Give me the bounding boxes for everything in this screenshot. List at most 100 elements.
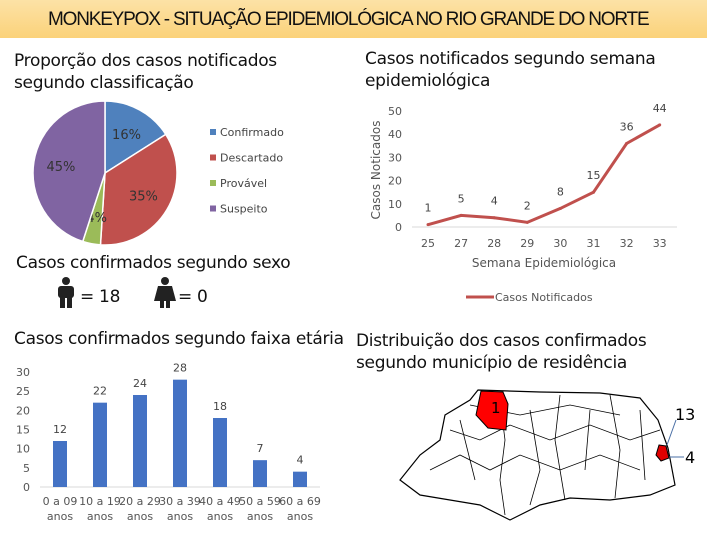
x-tick-label: 50 a 59 <box>239 495 281 508</box>
legend-swatch <box>210 205 216 212</box>
line-title: Casos notificados segundo semana epidemio… <box>365 48 656 92</box>
line-point <box>525 220 529 224</box>
x-tick-label: anos <box>207 510 233 523</box>
bar <box>253 460 267 487</box>
map-title-line1: Distribuição dos casos confirmados <box>356 331 647 351</box>
line-data-label: 5 <box>458 192 465 205</box>
bar-data-label: 18 <box>213 400 227 413</box>
bar-data-label: 12 <box>53 423 67 436</box>
y-tick-label: 40 <box>388 128 402 141</box>
x-tick-label: 40 a 49 <box>199 495 241 508</box>
map-title-line2: segundo município de residência <box>356 353 627 373</box>
bar <box>133 395 147 487</box>
x-tick-label: 27 <box>454 237 468 250</box>
bar <box>93 402 107 487</box>
x-tick-label: 33 <box>653 237 667 250</box>
male-icon <box>58 277 74 308</box>
x-tick-label: anos <box>87 510 113 523</box>
bar-data-label: 7 <box>257 442 264 455</box>
pie-slice-confirmado <box>104 100 167 175</box>
line-data-label: 1 <box>425 202 432 215</box>
bar-data-label: 4 <box>297 454 304 467</box>
bar-title: Casos confirmados segundo faixa etária <box>14 329 344 349</box>
bar <box>293 471 307 487</box>
header-banner: MONKEYPOX - SITUAÇÃO EPIDEMIOLÓGICA NO R… <box>0 0 707 38</box>
map-label-13: 13 <box>675 405 695 424</box>
x-tick-label: anos <box>47 510 73 523</box>
line-point <box>459 213 463 217</box>
line-title-line2: epidemiológica <box>365 71 491 91</box>
line-point <box>558 206 562 210</box>
bar <box>173 379 187 487</box>
legend-label: Casos Notificados <box>495 291 593 304</box>
line-point <box>492 216 496 220</box>
y-tick-label: 20 <box>388 175 402 188</box>
bar-data-label: 24 <box>133 377 147 390</box>
x-tick-label: 25 <box>421 237 435 250</box>
line-data-label: 36 <box>620 120 634 133</box>
legend-label-provável: Provável <box>220 177 267 190</box>
pie-slice-suspeito <box>32 100 106 243</box>
line-point <box>426 223 430 227</box>
y-tick-label: 10 <box>388 198 402 211</box>
x-tick-label: anos <box>287 510 313 523</box>
x-tick-label: anos <box>127 510 153 523</box>
x-tick-label: anos <box>167 510 193 523</box>
pie-data-label: 45% <box>46 160 75 175</box>
y-tick-label: 0 <box>395 221 402 234</box>
line-series <box>427 123 661 227</box>
x-tick-label: 60 a 69 <box>279 495 321 508</box>
line-data-label: 8 <box>557 185 564 198</box>
map-label-1: 1 <box>491 399 501 417</box>
y-tick-label: 25 <box>16 385 30 398</box>
legend-label-descartado: Descartado <box>220 152 283 165</box>
line-point <box>592 190 595 194</box>
pie-data-label: 35% <box>129 190 158 205</box>
map-title: Distribuição dos casos confirmados segund… <box>356 330 647 374</box>
rn-municipality-map: 1 13 4 <box>399 389 695 521</box>
y-tick-label: 30 <box>388 151 402 164</box>
line-data-label: 15 <box>587 169 601 182</box>
map-region-natal <box>655 444 670 462</box>
y-tick-label: 0 <box>23 481 30 494</box>
legend-swatch <box>210 154 216 161</box>
female-icon <box>154 277 176 308</box>
pie-data-label: 16% <box>112 128 141 143</box>
x-tick-label: 30 a 39 <box>159 495 201 508</box>
x-tick-label: 0 a 09 <box>43 495 78 508</box>
bar-data-label: 22 <box>93 385 107 398</box>
legend-swatch <box>210 180 216 186</box>
bar <box>53 441 67 487</box>
legend-label-confirmado: Confirmado <box>220 126 284 139</box>
y-axis-title: Casos Noticados <box>369 121 383 220</box>
line-data-label: 4 <box>491 195 498 208</box>
pie-title-line2: segundo classificação <box>14 73 194 93</box>
x-axis-title: Semana Epidemiológica <box>472 256 616 270</box>
line-point <box>658 123 662 127</box>
x-tick-label: anos <box>247 510 273 523</box>
legend-label-suspeito: Suspeito <box>220 203 268 216</box>
x-tick-label: 30 <box>553 237 567 250</box>
y-tick-label: 20 <box>16 404 30 417</box>
x-tick-label: 29 <box>520 237 534 250</box>
map-label-4: 4 <box>685 448 695 467</box>
y-tick-label: 15 <box>16 424 30 437</box>
line-data-label: 2 <box>524 199 531 212</box>
female-count: = 0 <box>178 287 208 307</box>
bar-data-label: 28 <box>173 362 187 375</box>
y-tick-label: 30 <box>16 366 30 379</box>
bar <box>213 418 227 487</box>
x-tick-label: 10 a 19 <box>79 495 121 508</box>
x-tick-label: 20 a 29 <box>119 495 161 508</box>
page-title: MONKEYPOX - SITUAÇÃO EPIDEMIOLÓGICA NO R… <box>48 9 650 30</box>
map-region-1 <box>475 390 509 431</box>
line-data-label: 44 <box>653 102 667 115</box>
male-count: = 18 <box>80 287 121 307</box>
x-tick-label: 28 <box>487 237 501 250</box>
legend-swatch <box>210 129 216 135</box>
pie-slice-descartado <box>99 133 178 246</box>
y-tick-label: 5 <box>23 462 30 475</box>
sex-title: Casos confirmados segundo sexo <box>16 253 291 273</box>
